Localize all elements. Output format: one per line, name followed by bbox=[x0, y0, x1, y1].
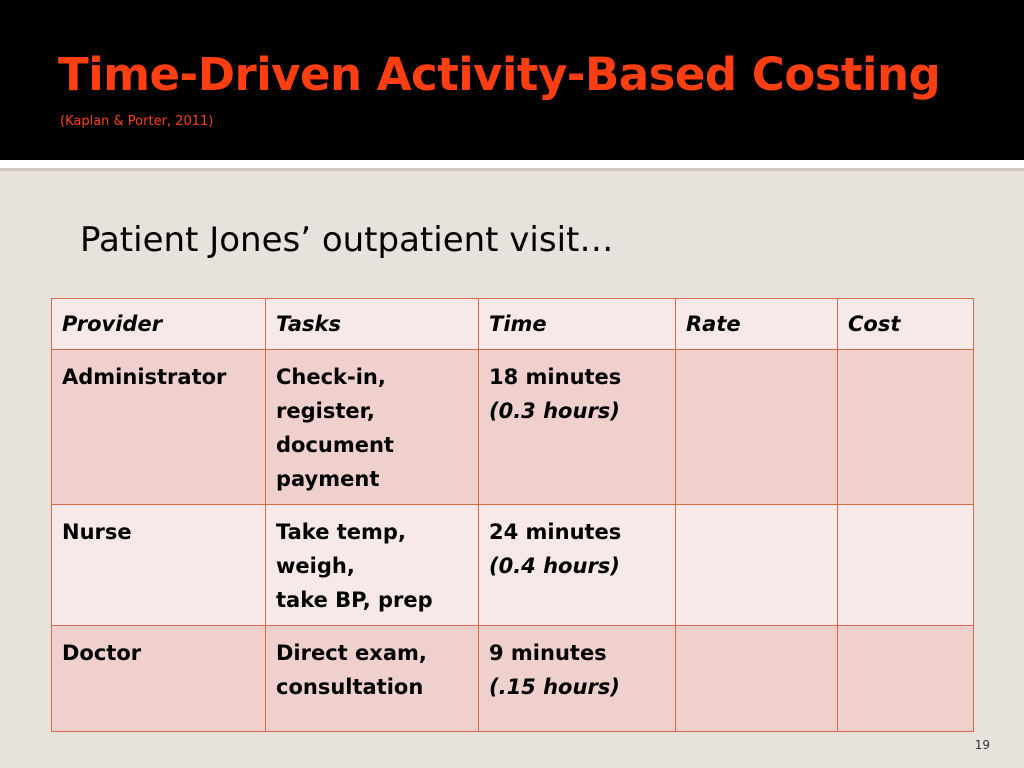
time-hours: (0.4 hours) bbox=[489, 554, 620, 578]
title-band bbox=[0, 0, 1024, 160]
tasks-cell: Direct exam, consultation bbox=[265, 625, 479, 732]
time-hours: (.15 hours) bbox=[489, 675, 620, 699]
time-cell: 24 minutes (0.4 hours) bbox=[478, 504, 676, 626]
cost-cell bbox=[837, 504, 974, 626]
tasks-cell: Take temp, weigh, take BP, prep bbox=[265, 504, 479, 626]
time-minutes: 9 minutes bbox=[489, 641, 607, 665]
time-hours: (0.3 hours) bbox=[489, 399, 620, 423]
cost-cell bbox=[837, 625, 974, 732]
header-provider: Provider bbox=[51, 298, 266, 350]
task-line: Direct exam, bbox=[276, 641, 427, 665]
slide-subtitle: (Kaplan & Porter, 2011) bbox=[60, 114, 214, 129]
time-minutes: 18 minutes bbox=[489, 365, 622, 389]
rate-cell bbox=[675, 349, 838, 505]
task-line: Take temp, bbox=[276, 520, 406, 544]
header-cost: Cost bbox=[837, 298, 974, 350]
time-minutes: 24 minutes bbox=[489, 520, 622, 544]
header-tasks: Tasks bbox=[265, 298, 479, 350]
table-row: Nurse Take temp, weigh, take BP, prep 24… bbox=[51, 504, 974, 626]
provider-cell: Administrator bbox=[51, 349, 266, 505]
slide-title: Time-Driven Activity-Based Costing bbox=[58, 48, 941, 101]
title-divider-shadow bbox=[0, 168, 1024, 171]
rate-cell bbox=[675, 625, 838, 732]
task-line: consultation bbox=[276, 675, 424, 699]
page-number: 19 bbox=[974, 738, 990, 752]
table-row: Administrator Check-in, register, docume… bbox=[51, 349, 974, 505]
time-cell: 18 minutes (0.3 hours) bbox=[478, 349, 676, 505]
cost-cell bbox=[837, 349, 974, 505]
task-line: Check-in, bbox=[276, 365, 386, 389]
rate-cell bbox=[675, 504, 838, 626]
task-line: payment bbox=[276, 467, 380, 491]
time-cell: 9 minutes (.15 hours) bbox=[478, 625, 676, 732]
header-time: Time bbox=[478, 298, 676, 350]
header-rate: Rate bbox=[675, 298, 838, 350]
task-line: take BP, prep bbox=[276, 588, 433, 612]
task-line: document bbox=[276, 433, 394, 457]
task-line: register, bbox=[276, 399, 375, 423]
slide-heading: Patient Jones’ outpatient visit… bbox=[80, 220, 614, 260]
provider-cell: Doctor bbox=[51, 625, 266, 732]
tasks-cell: Check-in, register, document payment bbox=[265, 349, 479, 505]
cost-table: Provider Tasks Time Rate Cost Administra… bbox=[51, 298, 974, 732]
task-line: weigh, bbox=[276, 554, 355, 578]
table-header-row: Provider Tasks Time Rate Cost bbox=[51, 298, 974, 350]
provider-cell: Nurse bbox=[51, 504, 266, 626]
title-divider bbox=[0, 160, 1024, 168]
table-row: Doctor Direct exam, consultation 9 minut… bbox=[51, 625, 974, 732]
